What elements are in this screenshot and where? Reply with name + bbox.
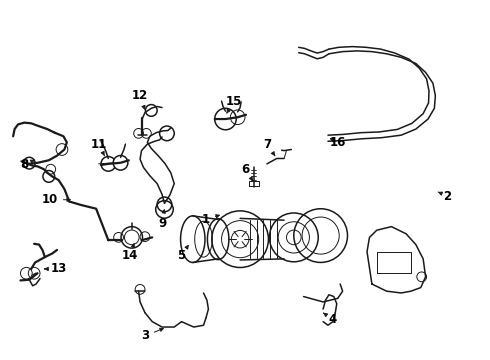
Text: 13: 13 [45, 262, 67, 275]
Circle shape [121, 227, 143, 248]
Text: 2: 2 [438, 190, 452, 203]
Circle shape [156, 201, 173, 218]
Text: 5: 5 [177, 246, 188, 262]
Text: 7: 7 [263, 138, 275, 156]
Text: 9: 9 [158, 210, 166, 230]
Text: 8: 8 [20, 158, 34, 171]
Text: 14: 14 [122, 243, 139, 262]
Text: 15: 15 [226, 95, 243, 113]
Text: 4: 4 [323, 313, 337, 327]
Circle shape [146, 104, 157, 116]
Circle shape [113, 156, 128, 170]
Text: 10: 10 [42, 193, 70, 206]
Text: 12: 12 [132, 89, 148, 109]
Circle shape [24, 157, 35, 169]
Circle shape [43, 171, 55, 182]
Text: 6: 6 [241, 163, 253, 181]
Circle shape [101, 157, 116, 171]
Text: 3: 3 [141, 328, 163, 342]
Text: 11: 11 [91, 138, 107, 156]
Text: 1: 1 [202, 213, 220, 226]
Text: 16: 16 [330, 136, 346, 149]
Circle shape [215, 108, 236, 130]
